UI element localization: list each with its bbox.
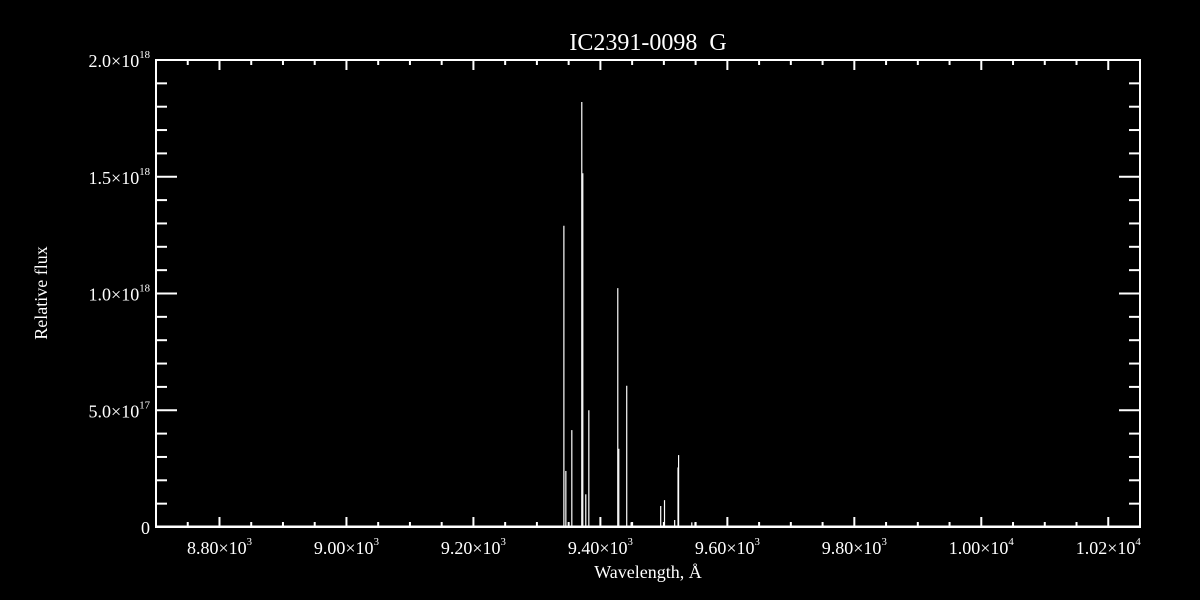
x-tick-label: 9.00×103 [314,536,379,558]
y-tick-label: 2.0×1018 [89,49,150,71]
x-tick-label: 9.20×103 [441,536,506,558]
x-tick-label: 9.60×103 [695,536,760,558]
y-tick-label: 5.0×1017 [89,399,151,421]
y-axis-label: Relative flux [31,246,51,339]
plot-frame [155,59,1141,528]
x-tick-label: 9.40×103 [568,536,633,558]
x-tick-label: 1.00×104 [949,536,1015,558]
tick-labels: 8.80×103 9.00×103 9.20×103 9.40×103 9.60×103… [89,49,1142,558]
x-tick-label: 1.02×104 [1076,536,1142,558]
x-tick-label: 9.80×103 [822,536,887,558]
x-axis-label: Wavelength, Å [594,562,702,582]
y-tick-label: 1.0×1018 [89,283,150,305]
chart-title: IC2391-0098 G [569,30,726,56]
y-tick-label: 0 [141,518,150,538]
y-tick-label: 1.5×1018 [89,166,150,188]
x-tick-label: 8.80×103 [187,536,252,558]
